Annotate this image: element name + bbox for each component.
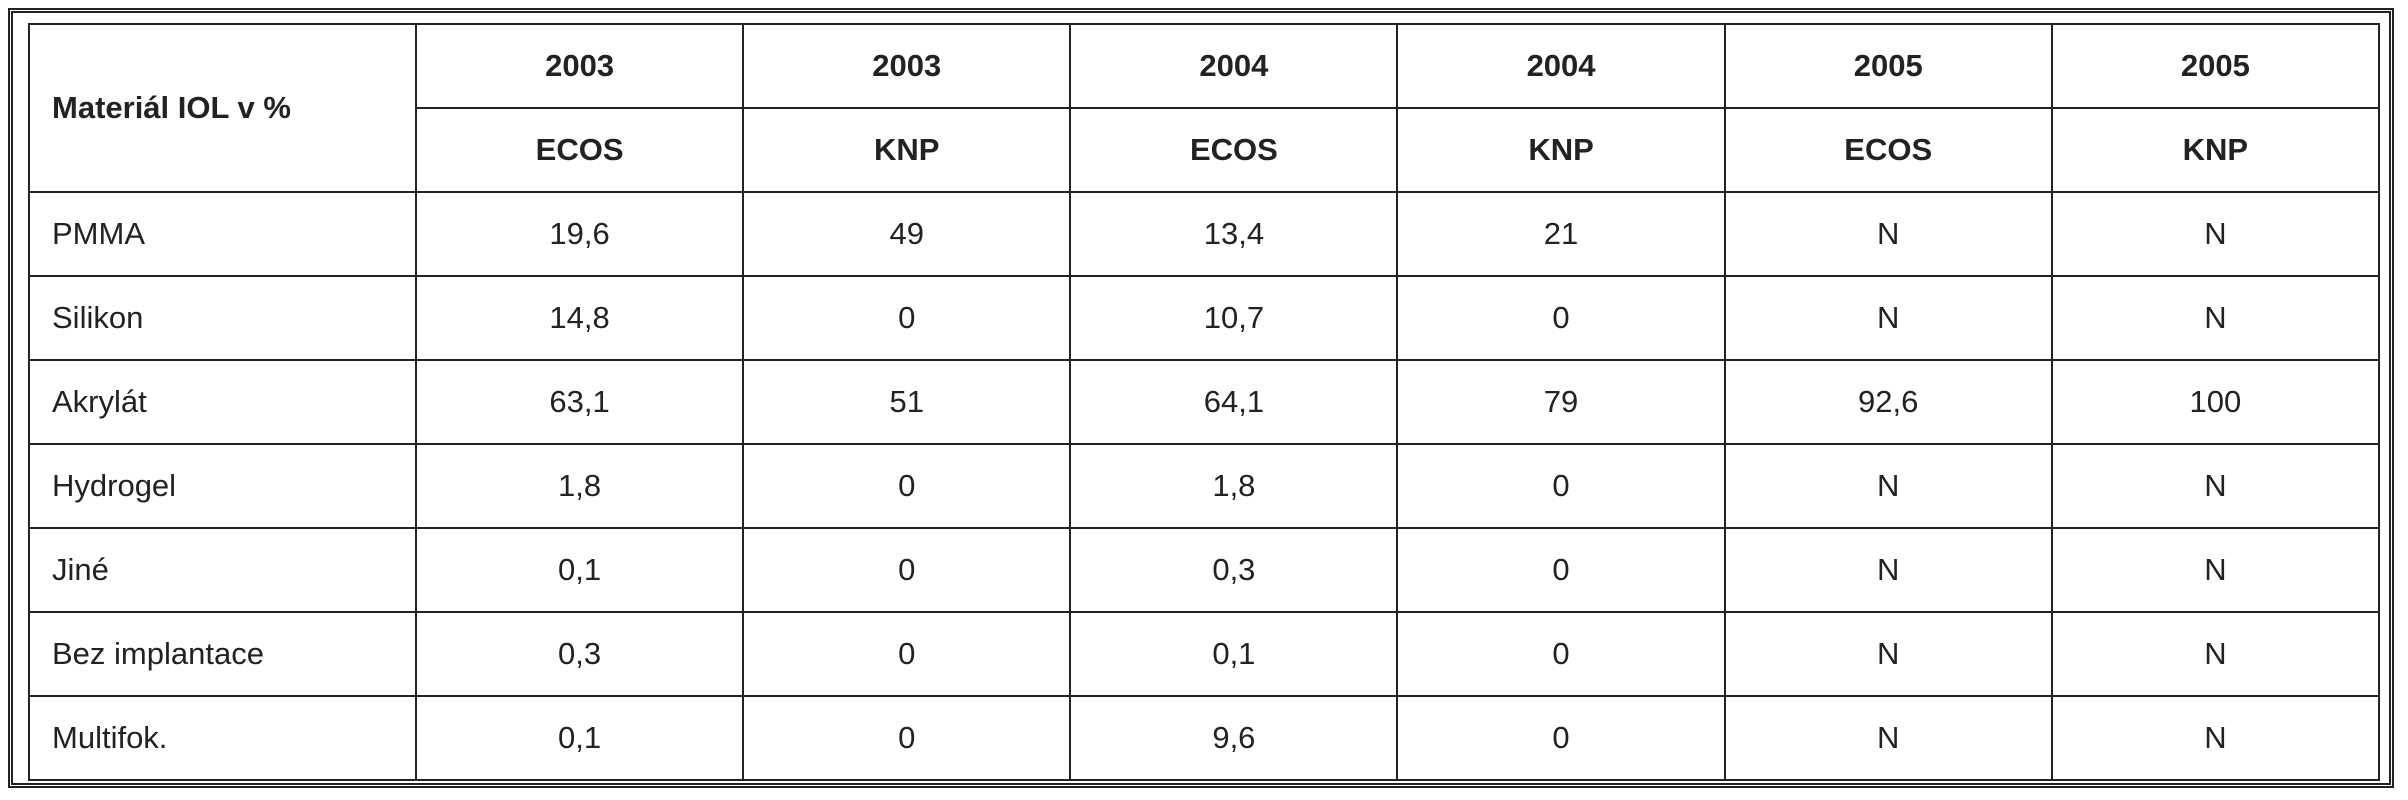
cell-value: 0 <box>1396 611 1726 697</box>
cell-value: 10,7 <box>1069 275 1399 361</box>
corner-header: Materiál IOL v % <box>28 23 417 193</box>
year-row: Materiál IOL v % 2003 2003 2004 2004 2005 200… <box>28 23 2381 193</box>
cell-value: 79 <box>1396 359 1726 445</box>
cell-value: 0,3 <box>414 611 745 697</box>
cell-value: 13,4 <box>1069 191 1399 277</box>
cell-value: 19,6 <box>414 191 745 277</box>
cell-value: 21 <box>1396 191 1726 277</box>
table-row: Bez implantace 0,3 0 0,1 0 N N <box>28 611 2381 697</box>
year-header: 2005 <box>2050 23 2381 109</box>
source-header: KNP <box>1396 107 1726 193</box>
table-row: Hydrogel 1,8 0 1,8 0 N N <box>28 443 2381 529</box>
table-frame <box>8 8 2394 788</box>
source-header: KNP <box>742 107 1072 193</box>
material-name: Silikon <box>28 275 417 361</box>
cell-value: 9,6 <box>1069 695 1399 781</box>
cell-value: 14,8 <box>414 275 745 361</box>
cell-value: N <box>2050 527 2381 613</box>
cell-value: 0 <box>1396 527 1726 613</box>
source-header: ECOS <box>1723 107 2053 193</box>
cell-value: N <box>1723 275 2053 361</box>
cell-value: N <box>1723 695 2053 781</box>
material-name: Akrylát <box>28 359 417 445</box>
cell-value: 0 <box>742 443 1072 529</box>
cell-value: 63,1 <box>414 359 745 445</box>
cell-value: N <box>1723 443 2053 529</box>
cell-value: 64,1 <box>1069 359 1399 445</box>
table-body: PMMA 19,6 49 13,4 21 N N Silikon 14,8 0 10,7 0 N N Akr… <box>28 191 2381 781</box>
table-row: Silikon 14,8 0 10,7 0 N N <box>28 275 2381 361</box>
cell-value: N <box>1723 191 2053 277</box>
material-name: PMMA <box>28 191 417 277</box>
cell-value: 0 <box>742 695 1072 781</box>
cell-value: N <box>1723 527 2053 613</box>
cell-value: N <box>2050 695 2381 781</box>
source-header: ECOS <box>1069 107 1399 193</box>
source-header: KNP <box>2050 107 2381 193</box>
cell-value: 49 <box>742 191 1072 277</box>
material-name: Multifok. <box>28 695 417 781</box>
cell-value: 0,1 <box>1069 611 1399 697</box>
source-header: ECOS <box>414 107 745 193</box>
table-row: Jiné 0,1 0 0,3 0 N N <box>28 527 2381 613</box>
cell-value: N <box>2050 443 2381 529</box>
material-name: Jiné <box>28 527 417 613</box>
table-row: PMMA 19,6 49 13,4 21 N N <box>28 191 2381 277</box>
cell-value: 1,8 <box>1069 443 1399 529</box>
cell-value: 0,1 <box>414 695 745 781</box>
year-header: 2004 <box>1396 23 1726 109</box>
source-row: ECOS KNP ECOS KNP ECOS KNP <box>29 107 2381 193</box>
cell-value: 0,1 <box>414 527 745 613</box>
cell-value: 0 <box>1396 695 1726 781</box>
table-row: Akrylát 63,1 51 64,1 79 92,6 100 <box>28 359 2381 445</box>
cell-value: 0 <box>742 275 1072 361</box>
cell-value: 1,8 <box>414 443 745 529</box>
cell-value: 0 <box>1396 443 1726 529</box>
cell-value: 92,6 <box>1723 359 2053 445</box>
cell-value: 0 <box>1396 275 1726 361</box>
data-table: Materiál IOL v % 2003 2003 2004 2004 2005 200… <box>28 23 2381 781</box>
table-row: Multifok. 0,1 0 9,6 0 N N <box>28 695 2381 781</box>
year-header: 2003 <box>414 23 745 109</box>
cell-value: 0,3 <box>1069 527 1399 613</box>
material-name: Bez implantace <box>28 611 417 697</box>
cell-value: N <box>1723 611 2053 697</box>
cell-value: N <box>2050 611 2381 697</box>
material-name: Hydrogel <box>28 443 417 529</box>
year-header: 2005 <box>1723 23 2053 109</box>
cell-value: N <box>2050 275 2381 361</box>
year-header: 2003 <box>742 23 1072 109</box>
table-header: Materiál IOL v % 2003 2003 2004 2004 2005 200… <box>28 23 2381 193</box>
year-header: 2004 <box>1069 23 1399 109</box>
cell-value: 100 <box>2050 359 2381 445</box>
cell-value: 0 <box>742 527 1072 613</box>
cell-value: 51 <box>742 359 1072 445</box>
cell-value: N <box>2050 191 2381 277</box>
cell-value: 0 <box>742 611 1072 697</box>
